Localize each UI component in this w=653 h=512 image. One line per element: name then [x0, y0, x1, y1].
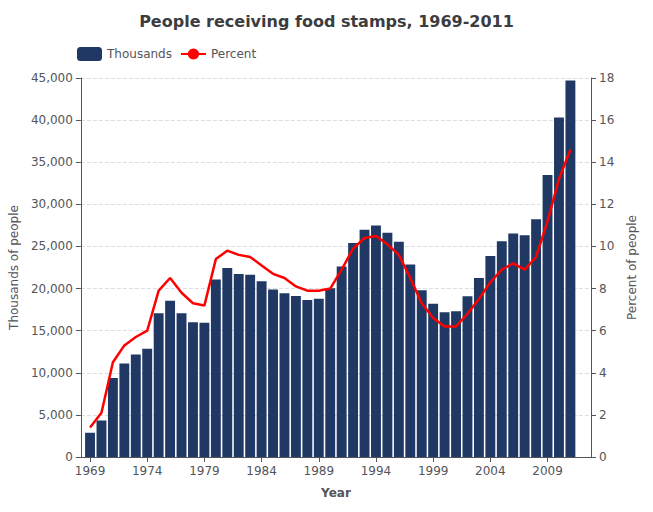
svg-text:8: 8	[599, 282, 607, 296]
svg-text:Thousands: Thousands	[106, 47, 172, 61]
svg-text:Year: Year	[320, 486, 351, 500]
svg-text:6: 6	[599, 324, 607, 338]
svg-text:35,000: 35,000	[31, 155, 73, 169]
svg-text:1984: 1984	[246, 464, 277, 478]
svg-text:Percent of people: Percent of people	[625, 215, 639, 320]
svg-text:20,000: 20,000	[31, 282, 73, 296]
svg-text:2: 2	[599, 408, 607, 422]
svg-text:12: 12	[599, 197, 614, 211]
svg-text:25,000: 25,000	[31, 239, 73, 253]
svg-text:2004: 2004	[475, 464, 506, 478]
svg-text:18: 18	[599, 71, 614, 85]
svg-text:5,000: 5,000	[39, 408, 73, 422]
svg-text:14: 14	[599, 155, 614, 169]
svg-text:Thousands of people: Thousands of people	[7, 205, 21, 331]
svg-text:Percent: Percent	[211, 47, 256, 61]
svg-text:1999: 1999	[418, 464, 449, 478]
svg-text:1969: 1969	[75, 464, 106, 478]
svg-text:40,000: 40,000	[31, 113, 73, 127]
svg-text:45,000: 45,000	[31, 71, 73, 85]
svg-text:2009: 2009	[532, 464, 563, 478]
svg-text:0: 0	[65, 450, 73, 464]
svg-text:0: 0	[599, 450, 607, 464]
svg-text:16: 16	[599, 113, 614, 127]
svg-text:People receiving food stamps,: People receiving food stamps, 1969-2011	[139, 12, 514, 31]
svg-text:1974: 1974	[132, 464, 163, 478]
svg-text:1979: 1979	[189, 464, 220, 478]
svg-text:10: 10	[599, 239, 614, 253]
svg-text:15,000: 15,000	[31, 324, 73, 338]
svg-text:4: 4	[599, 366, 607, 380]
svg-text:30,000: 30,000	[31, 197, 73, 211]
svg-text:1994: 1994	[361, 464, 392, 478]
svg-text:10,000: 10,000	[31, 366, 73, 380]
svg-text:1989: 1989	[304, 464, 335, 478]
